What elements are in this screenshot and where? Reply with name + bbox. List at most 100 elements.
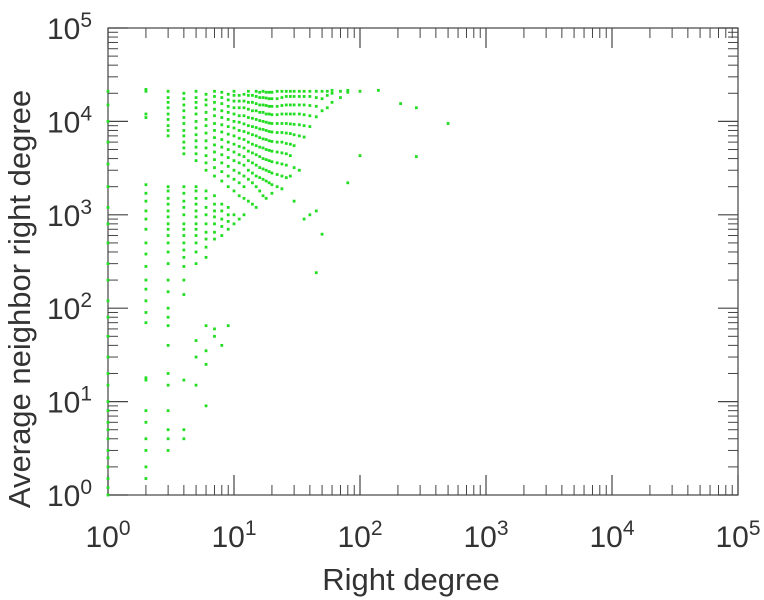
scatter-point xyxy=(106,278,110,282)
scatter-point xyxy=(261,128,265,131)
scatter-point xyxy=(213,215,216,219)
scatter-point xyxy=(302,135,306,139)
scatter-point xyxy=(254,206,258,209)
scatter-point xyxy=(194,262,198,266)
scatter-point xyxy=(220,153,224,157)
scatter-point xyxy=(288,122,292,126)
scatter-point xyxy=(220,138,224,141)
scatter-point xyxy=(292,199,296,203)
scatter-point xyxy=(166,290,170,294)
scatter-point xyxy=(270,149,274,153)
scatter-point xyxy=(106,465,110,469)
scatter-point xyxy=(246,93,250,97)
scatter-point xyxy=(166,196,170,200)
scatter-point xyxy=(270,113,274,117)
scatter-point xyxy=(251,109,254,113)
scatter-point xyxy=(258,189,262,193)
scatter-point xyxy=(267,181,271,185)
scatter-point xyxy=(182,134,186,138)
scatter-point xyxy=(182,185,186,189)
scatter-point xyxy=(106,241,110,245)
scatter-point xyxy=(226,104,230,108)
scatter-point xyxy=(226,148,230,151)
scatter-point xyxy=(284,142,288,145)
scatter-point xyxy=(251,171,254,175)
scatter-point xyxy=(220,161,224,165)
scatter-point xyxy=(275,150,279,154)
scatter-point xyxy=(204,118,208,121)
scatter-point xyxy=(106,162,110,166)
scatter-point xyxy=(280,122,284,125)
scatter-point xyxy=(144,191,148,195)
y-tick-label: 102 xyxy=(47,289,92,326)
scatter-point xyxy=(144,409,148,413)
scatter-point xyxy=(204,255,208,259)
scatter-point xyxy=(166,124,170,128)
scatter-point xyxy=(292,133,296,137)
scatter-point xyxy=(292,112,296,116)
scatter-point xyxy=(213,129,216,132)
scatter-point xyxy=(237,171,241,175)
scatter-point xyxy=(194,196,198,200)
scatter-point xyxy=(246,140,250,144)
x-tick-label: 101 xyxy=(211,517,256,554)
scatter-point xyxy=(254,126,258,129)
scatter-point xyxy=(288,95,292,98)
scatter-point xyxy=(346,88,350,92)
scatter-point xyxy=(106,493,110,497)
scatter-point xyxy=(144,89,148,93)
scatter-point xyxy=(166,209,170,213)
scatter-point xyxy=(280,187,284,191)
scatter-point xyxy=(166,215,170,219)
scatter-point xyxy=(242,106,246,110)
scatter-point xyxy=(292,103,296,107)
scatter-point xyxy=(226,92,230,96)
scatter-point xyxy=(297,89,301,93)
scatter-point xyxy=(106,120,110,123)
scatter-points xyxy=(106,88,450,497)
scatter-point xyxy=(414,155,418,158)
scatter-point xyxy=(144,437,148,441)
scatter-point xyxy=(346,181,350,185)
scatter-point xyxy=(302,124,306,128)
scatter-point xyxy=(254,153,258,157)
scatter-point xyxy=(182,91,186,95)
scatter-point xyxy=(284,131,288,135)
scatter-point xyxy=(220,96,224,99)
scatter-point xyxy=(258,166,262,170)
scatter-point xyxy=(144,209,148,213)
scatter-point xyxy=(144,116,148,119)
scatter-point xyxy=(204,189,208,193)
scatter-point xyxy=(254,144,258,148)
scatter-point xyxy=(264,129,268,132)
scatter-point xyxy=(213,158,216,161)
scatter-point xyxy=(213,327,216,331)
scatter-point xyxy=(288,112,292,116)
scatter-point xyxy=(220,116,224,119)
scatter-point xyxy=(220,109,224,113)
scatter-point xyxy=(308,95,312,98)
scatter-point xyxy=(242,92,246,96)
scatter-point xyxy=(213,202,216,206)
scatter-point xyxy=(267,130,271,133)
scatter-point xyxy=(339,96,342,99)
scatter-point xyxy=(399,102,402,106)
scatter-point xyxy=(204,92,208,96)
x-tick-label: 100 xyxy=(85,517,130,554)
scatter-point xyxy=(251,202,254,206)
scatter-point xyxy=(270,160,274,164)
scatter-point xyxy=(204,404,208,408)
scatter-point xyxy=(330,100,334,104)
scatter-point xyxy=(267,159,271,163)
scatter-point xyxy=(284,163,288,167)
scatter-point xyxy=(106,383,110,387)
scatter-point xyxy=(358,89,362,93)
scatter-point xyxy=(414,106,418,110)
scatter-point xyxy=(237,114,241,118)
scatter-point xyxy=(330,88,334,92)
scatter-point xyxy=(254,118,258,121)
scatter-point xyxy=(275,122,279,125)
scatter-point xyxy=(302,217,306,221)
scatter-point xyxy=(358,154,362,158)
scatter-point xyxy=(194,139,198,143)
